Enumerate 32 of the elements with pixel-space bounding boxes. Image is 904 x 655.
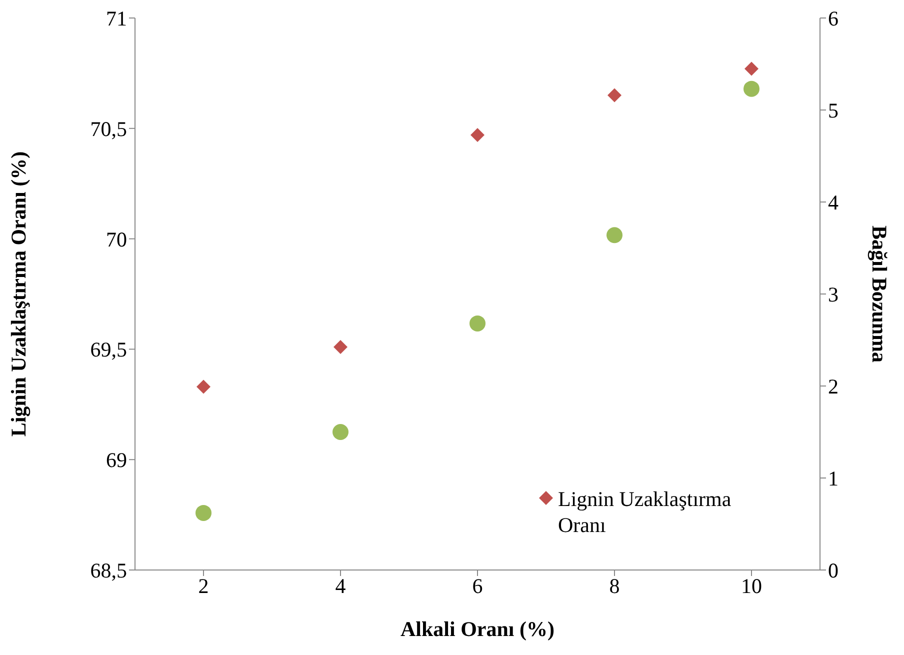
y2-tick-label: 3 (828, 282, 838, 306)
y2-tick-label: 4 (828, 190, 839, 214)
point (332, 424, 348, 440)
point (334, 340, 348, 354)
x-tick-label: 6 (472, 574, 483, 598)
y-tick-label: 71 (106, 6, 127, 30)
y-tick-label: 70,5 (90, 116, 127, 141)
y2-axis-title: Bağıl Bozunma (868, 225, 892, 364)
x-tick-label: 2 (198, 574, 209, 598)
y-tick-label: 70 (106, 227, 127, 252)
point (608, 88, 622, 102)
x-tick-label: 8 (609, 574, 620, 598)
point (744, 80, 760, 97)
y-tick-label: 68,5 (90, 558, 127, 582)
x-tick-label: 4 (335, 574, 346, 598)
y-axis-title: Lignin Uzaklaştırma Oranı (%) (6, 151, 30, 437)
legend-label: Lignin Uzaklaştırma Oranı (558, 486, 732, 538)
point (744, 62, 758, 76)
point (470, 128, 484, 142)
y2-tick-label: 6 (828, 6, 838, 30)
x-tick-label: 10 (741, 574, 762, 598)
point (606, 227, 622, 244)
y2-tick-label: 2 (828, 374, 838, 398)
y2-tick-label: 0 (828, 558, 838, 582)
point (196, 380, 210, 394)
y2-tick-label: 1 (828, 466, 838, 490)
x-axis-title: Alkali Oranı (%) (400, 617, 555, 641)
point (470, 315, 486, 332)
y2-tick-label: 5 (828, 98, 838, 122)
y-tick-label: 69 (106, 448, 127, 472)
y-tick-label: 69,5 (90, 338, 127, 362)
point (196, 504, 212, 521)
